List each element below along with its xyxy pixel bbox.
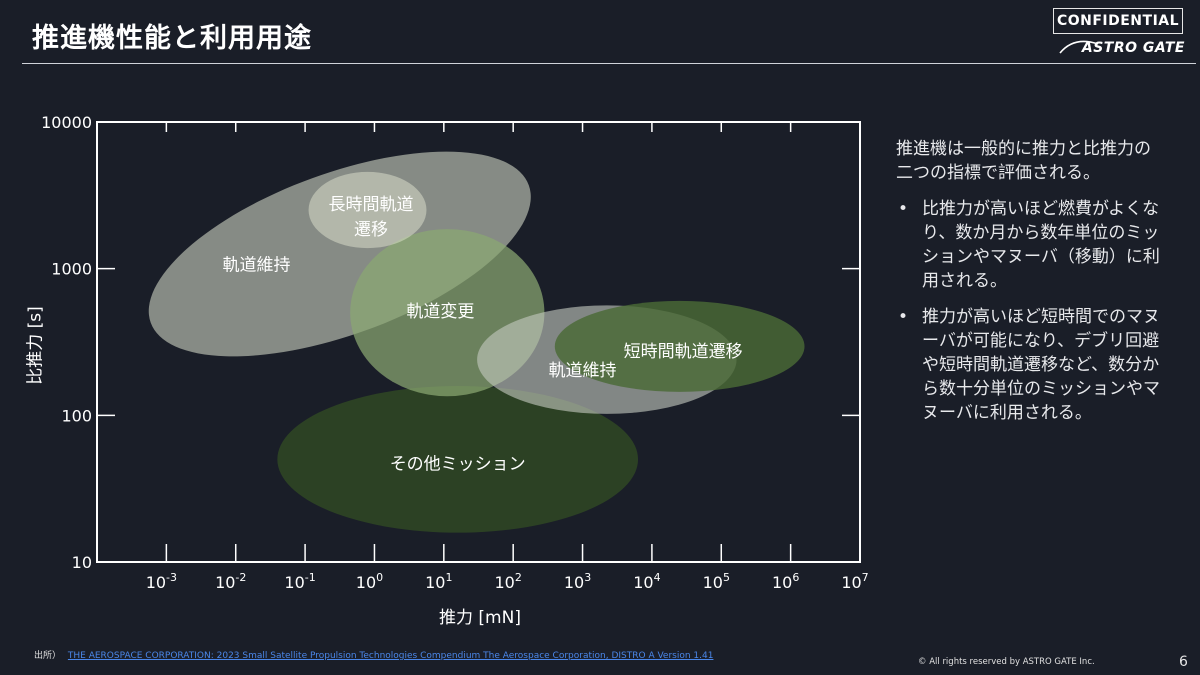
x-tick-label: 10-3 [146, 571, 177, 592]
description-panel: 推進機は一般的に推力と比推力の二つの指標で評価される。 • 比推力が高いほど燃費… [896, 137, 1166, 425]
region-ellipse-5 [554, 300, 805, 392]
region-label: 短時間軌道遷移 [624, 342, 743, 362]
description-bullet-2: • 推力が高いほど短時間でのマヌーバが可能になり、デブリ回避や短時間軌道遷移など… [896, 305, 1166, 425]
x-tick-label: 107 [841, 571, 868, 592]
x-tick-label: 105 [703, 571, 730, 592]
region-label: 長時間軌道 [328, 195, 413, 215]
source-note: 出所） THE AEROSPACE CORPORATION: 2023 Smal… [34, 648, 713, 661]
x-tick-label: 103 [564, 571, 591, 592]
y-tick-label: 100 [61, 406, 92, 425]
region-ellipse-2 [277, 386, 639, 533]
x-tick-label: 10-2 [215, 571, 246, 592]
title-divider [22, 63, 1196, 64]
logo-arc-icon [1059, 40, 1099, 54]
x-tick-label: 104 [633, 571, 660, 592]
source-link[interactable]: THE AEROSPACE CORPORATION: 2023 Small Sa… [67, 651, 714, 661]
chart-regions [148, 151, 805, 533]
page-number: 6 [1179, 654, 1188, 670]
y-tick-label: 10000 [41, 113, 92, 132]
x-tick-label: 10-1 [284, 571, 315, 592]
bullet-icon: • [898, 307, 909, 327]
description-bullet-1: • 比推力が高いほど燃費がよくなり、数か月から数年単位のミッションやマヌーバ（移… [896, 197, 1166, 293]
x-axis-title: 推力 [mN] [439, 608, 521, 628]
region-label: 遷移 [354, 220, 388, 240]
region-ellipse-1 [148, 151, 531, 357]
x-tick-label: 100 [356, 571, 383, 592]
confidential-badge: CONFIDENTIAL [1053, 8, 1183, 34]
x-tick-label: 101 [425, 571, 452, 592]
bullet-text: 推力が高いほど短時間でのマヌーバが可能になり、デブリ回避や短時間軌道遷移など、数… [922, 307, 1160, 423]
region-label: 軌道維持 [223, 255, 291, 275]
y-tick-label: 1000 [51, 260, 92, 279]
x-tick-label: 102 [495, 571, 522, 592]
region-label: その他ミッション [390, 455, 526, 475]
page-title: 推進機性能と利用用途 [32, 23, 312, 54]
description-intro: 推進機は一般的に推力と比推力の二つの指標で評価される。 [896, 139, 1151, 183]
region-ellipse-6 [308, 171, 427, 249]
source-label: 出所） [34, 651, 62, 661]
x-tick-label: 106 [772, 571, 799, 592]
bullet-text: 比推力が高いほど燃費がよくなり、数か月から数年単位のミッションやマヌーバ（移動）… [922, 199, 1160, 291]
plot-frame [96, 121, 861, 563]
bullet-icon: • [898, 199, 909, 219]
region-label: 軌道維持 [549, 361, 617, 381]
region-label: 軌道変更 [406, 302, 474, 322]
y-axis-title: 比推力 [s] [25, 306, 46, 385]
y-tick-label: 10 [72, 553, 92, 572]
chart-ticks [97, 121, 861, 563]
company-logo: ASTRO GATE [1081, 40, 1185, 56]
copyright: © All rights reserved by ASTRO GATE Inc. [918, 657, 1095, 667]
